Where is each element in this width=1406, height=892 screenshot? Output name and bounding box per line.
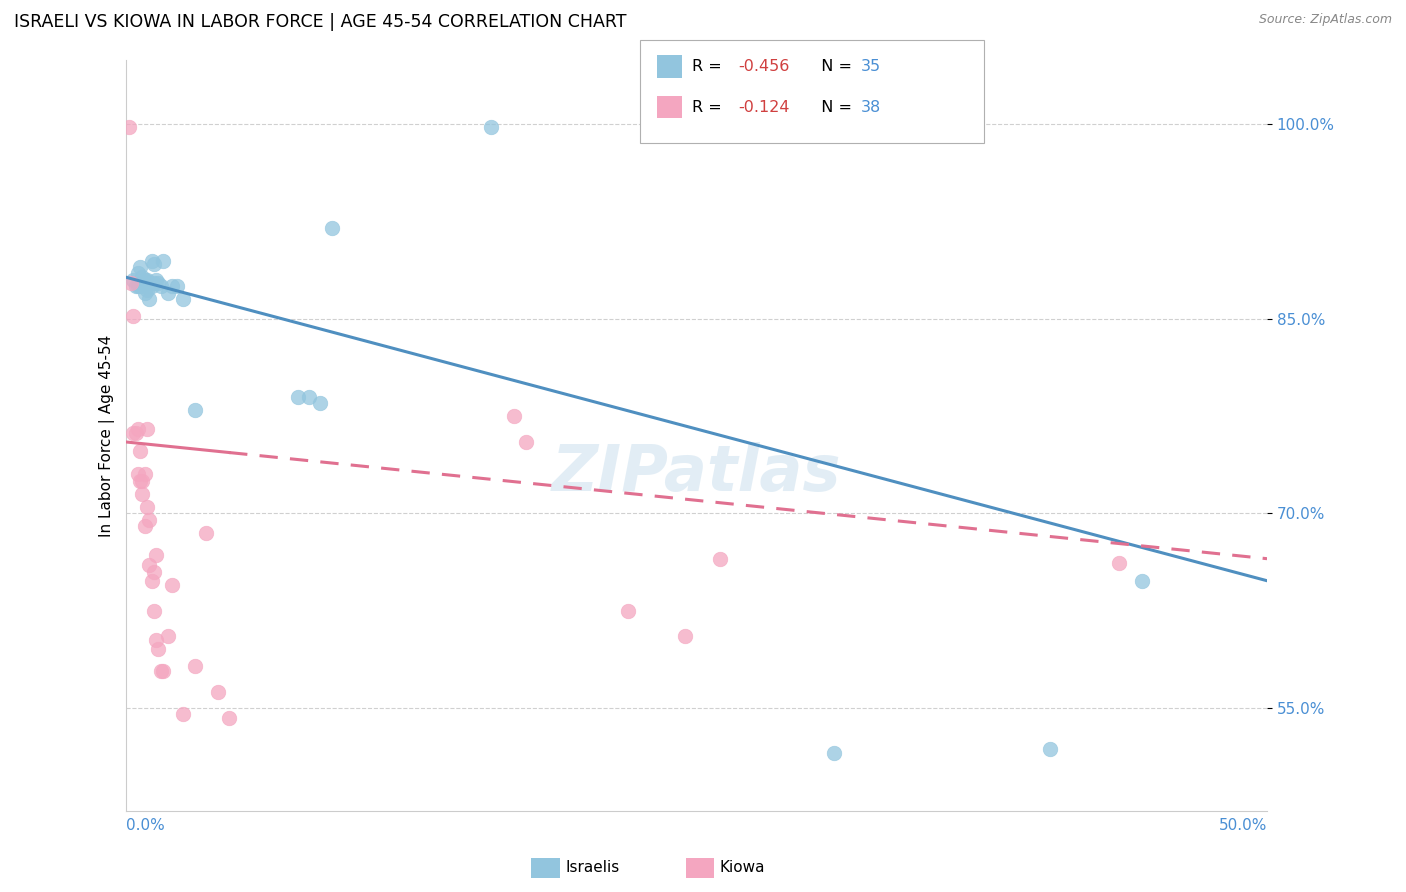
Point — [156, 285, 179, 300]
Point — [145, 548, 167, 562]
Text: Israelis: Israelis — [565, 860, 620, 874]
Point — [127, 279, 149, 293]
Point — [134, 285, 156, 300]
Point — [141, 279, 163, 293]
Point — [122, 310, 145, 324]
Point — [136, 422, 159, 436]
Point — [152, 253, 174, 268]
Point — [138, 513, 160, 527]
Point — [129, 260, 152, 274]
Text: R =: R = — [692, 100, 727, 114]
Point — [129, 279, 152, 293]
Point — [124, 425, 146, 440]
Point — [148, 276, 170, 290]
Y-axis label: In Labor Force | Age 45-54: In Labor Force | Age 45-54 — [100, 334, 115, 537]
Point — [709, 551, 731, 566]
Point — [617, 603, 640, 617]
Point — [218, 711, 240, 725]
Point — [129, 474, 152, 488]
Point — [184, 402, 207, 417]
Point — [138, 558, 160, 573]
Text: -0.456: -0.456 — [738, 60, 790, 74]
Point — [134, 467, 156, 482]
Point — [131, 279, 153, 293]
Point — [136, 273, 159, 287]
Point — [515, 435, 537, 450]
Point — [173, 707, 195, 722]
Point — [160, 577, 183, 591]
Point — [160, 279, 183, 293]
Point — [145, 273, 167, 287]
Point — [481, 120, 503, 134]
Point — [156, 630, 179, 644]
Point — [131, 270, 153, 285]
Point — [149, 665, 172, 679]
Point — [122, 425, 145, 440]
Point — [129, 444, 152, 458]
Point — [136, 284, 159, 298]
Point — [142, 257, 165, 271]
Point — [184, 659, 207, 673]
Text: N =: N = — [811, 100, 858, 114]
Point — [173, 293, 195, 307]
Point — [287, 390, 309, 404]
Point — [138, 276, 160, 290]
Point — [142, 603, 165, 617]
Point — [131, 487, 153, 501]
Point — [124, 279, 146, 293]
Point — [127, 422, 149, 436]
Point — [131, 474, 153, 488]
Point — [127, 267, 149, 281]
Point — [127, 467, 149, 482]
Point — [195, 525, 218, 540]
Point — [134, 273, 156, 287]
Point — [673, 630, 696, 644]
Point — [321, 221, 343, 235]
Text: ZIPatlas: ZIPatlas — [553, 442, 842, 504]
Text: 35: 35 — [860, 60, 880, 74]
Point — [309, 396, 332, 410]
Text: R =: R = — [692, 60, 727, 74]
Text: 50.0%: 50.0% — [1219, 818, 1267, 833]
Point — [148, 642, 170, 657]
Text: Kiowa: Kiowa — [720, 860, 765, 874]
Point — [1130, 574, 1153, 588]
Text: ISRAELI VS KIOWA IN LABOR FORCE | AGE 45-54 CORRELATION CHART: ISRAELI VS KIOWA IN LABOR FORCE | AGE 45… — [14, 13, 627, 31]
Point — [207, 685, 229, 699]
Point — [1039, 742, 1062, 756]
Point — [141, 253, 163, 268]
Text: Source: ZipAtlas.com: Source: ZipAtlas.com — [1258, 13, 1392, 27]
Point — [823, 746, 845, 760]
Point — [122, 273, 145, 287]
Point — [134, 519, 156, 533]
Point — [166, 279, 188, 293]
Point — [141, 574, 163, 588]
Point — [149, 279, 172, 293]
Text: -0.124: -0.124 — [738, 100, 790, 114]
Point — [145, 633, 167, 648]
Point — [120, 276, 142, 290]
Point — [136, 500, 159, 514]
Point — [118, 120, 141, 134]
Point — [142, 565, 165, 579]
Point — [298, 390, 321, 404]
Text: N =: N = — [811, 60, 858, 74]
Point — [142, 276, 165, 290]
Point — [138, 293, 160, 307]
Text: 38: 38 — [860, 100, 880, 114]
Text: 0.0%: 0.0% — [127, 818, 166, 833]
Point — [152, 665, 174, 679]
Point — [503, 409, 526, 423]
Point — [1108, 556, 1130, 570]
